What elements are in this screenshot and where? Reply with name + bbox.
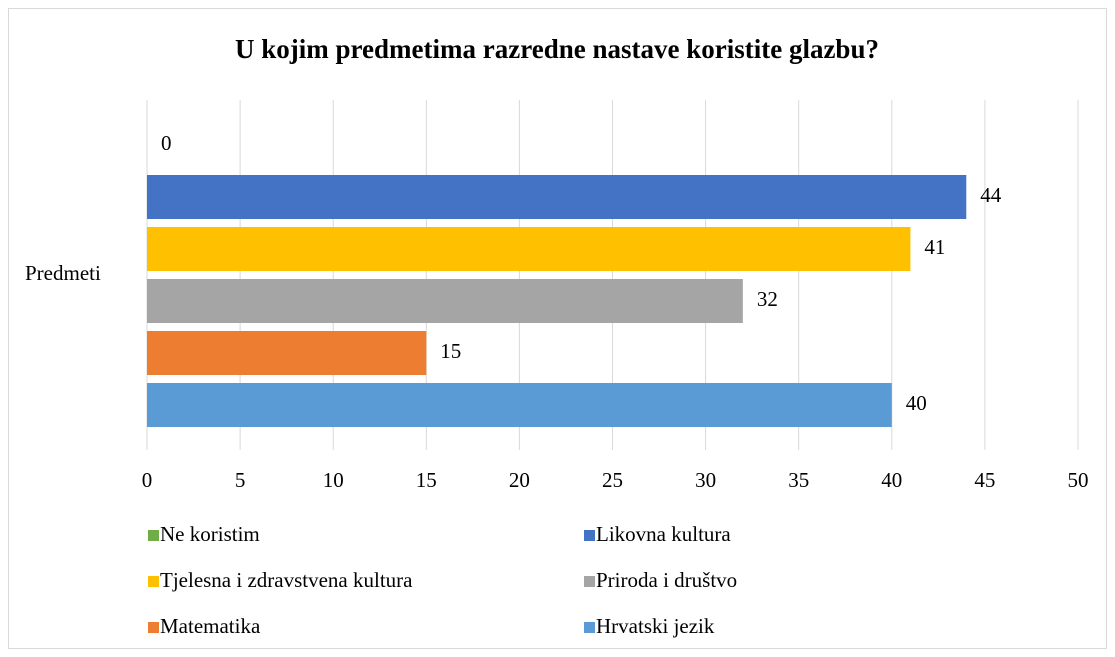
legend-label: Matematika [160,614,261,638]
x-tick-label: 0 [142,468,153,492]
legend-marker [584,576,595,587]
data-label: 44 [980,183,1002,207]
legend-label: Ne koristim [160,522,260,546]
legend-marker [148,576,159,587]
x-tick-label: 35 [788,468,809,492]
data-label: 41 [924,235,945,259]
x-tick-label: 45 [974,468,995,492]
legend-label: Tjelesna i zdravstvena kultura [160,568,413,592]
bar [147,383,892,427]
x-tick-label: 10 [323,468,344,492]
legend-marker [584,622,595,633]
data-label: 40 [906,391,927,415]
legend-marker [584,530,595,541]
legend-marker [148,622,159,633]
x-tick-label: 30 [695,468,716,492]
x-tick-label: 5 [235,468,246,492]
chart-title: U kojim predmetima razredne nastave kori… [235,34,879,64]
legend-marker [148,530,159,541]
data-label: 0 [161,131,172,155]
bar [147,227,911,271]
legend-label: Likovna kultura [596,522,731,546]
x-tick-label: 20 [509,468,530,492]
data-label: 15 [440,339,461,363]
chart-border [8,8,1107,649]
x-tick-label: 15 [416,468,437,492]
y-tick-label: Predmeti [25,261,101,285]
x-tick-label: 50 [1068,468,1089,492]
bar [147,331,427,375]
data-label: 32 [757,287,778,311]
x-tick-label: 25 [602,468,623,492]
bar [147,279,743,323]
legend-label: Hrvatski jezik [596,614,715,638]
legend-label: Priroda i društvo [596,568,737,592]
x-tick-label: 40 [881,468,902,492]
bar [147,175,967,219]
